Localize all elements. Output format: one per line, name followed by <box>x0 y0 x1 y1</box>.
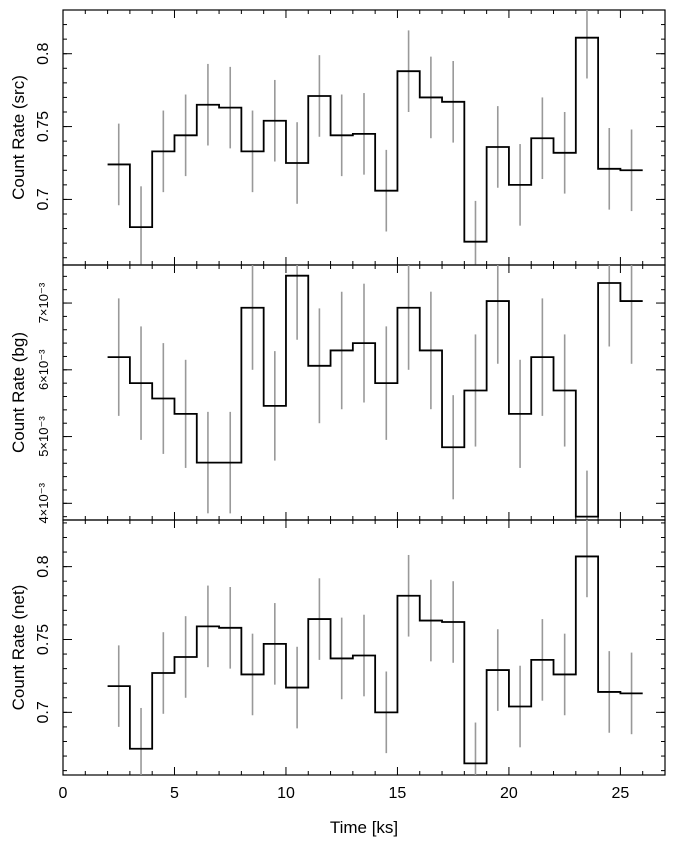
y-tick-label: 0.75 <box>35 111 52 142</box>
panel-frame <box>62 519 666 776</box>
x-tick-label: 10 <box>277 785 295 802</box>
panel-src: 0.7 0.75 0.8 Count Rate (src) <box>9 9 666 266</box>
x-tick-label: 15 <box>389 785 407 802</box>
step-line <box>107 555 643 765</box>
y-tick-label: 0.7 <box>35 188 52 210</box>
step-line <box>107 36 643 243</box>
x-tick-label: 20 <box>500 785 518 802</box>
step-line <box>107 274 643 518</box>
x-tick-label: 25 <box>612 785 630 802</box>
y-axis-label-net: Count Rate (net) <box>9 585 28 711</box>
y-tick-label: 0.7 <box>35 701 52 723</box>
x-axis-label: Time [ks] <box>330 818 398 837</box>
x-tick-label: 0 <box>59 785 68 802</box>
y-axis-label-src: Count Rate (src) <box>9 75 28 200</box>
y-axis-label-bg: Count Rate (bg) <box>9 332 28 453</box>
panel-net: 0.7 0.75 0.8 Count Rate (net) <box>9 519 666 776</box>
y-tick-label: 7×10⁻³ <box>36 282 51 323</box>
y-tick-label: 0.8 <box>35 555 52 577</box>
panel-bg: 4×10⁻³ 5×10⁻³ 6×10⁻³ 7×10⁻³ Count Rate (bg) <box>9 264 666 524</box>
y-tick-label: 0.8 <box>35 42 52 64</box>
x-tick-label: 5 <box>170 785 179 802</box>
y-tick-label: 4×10⁻³ <box>36 482 51 523</box>
y-tick-label: 0.75 <box>35 624 52 655</box>
y-tick-label: 6×10⁻³ <box>36 349 51 390</box>
y-tick-label: 5×10⁻³ <box>36 416 51 457</box>
x-axis: 0 5 10 15 20 25 Time [ks] <box>59 785 630 837</box>
